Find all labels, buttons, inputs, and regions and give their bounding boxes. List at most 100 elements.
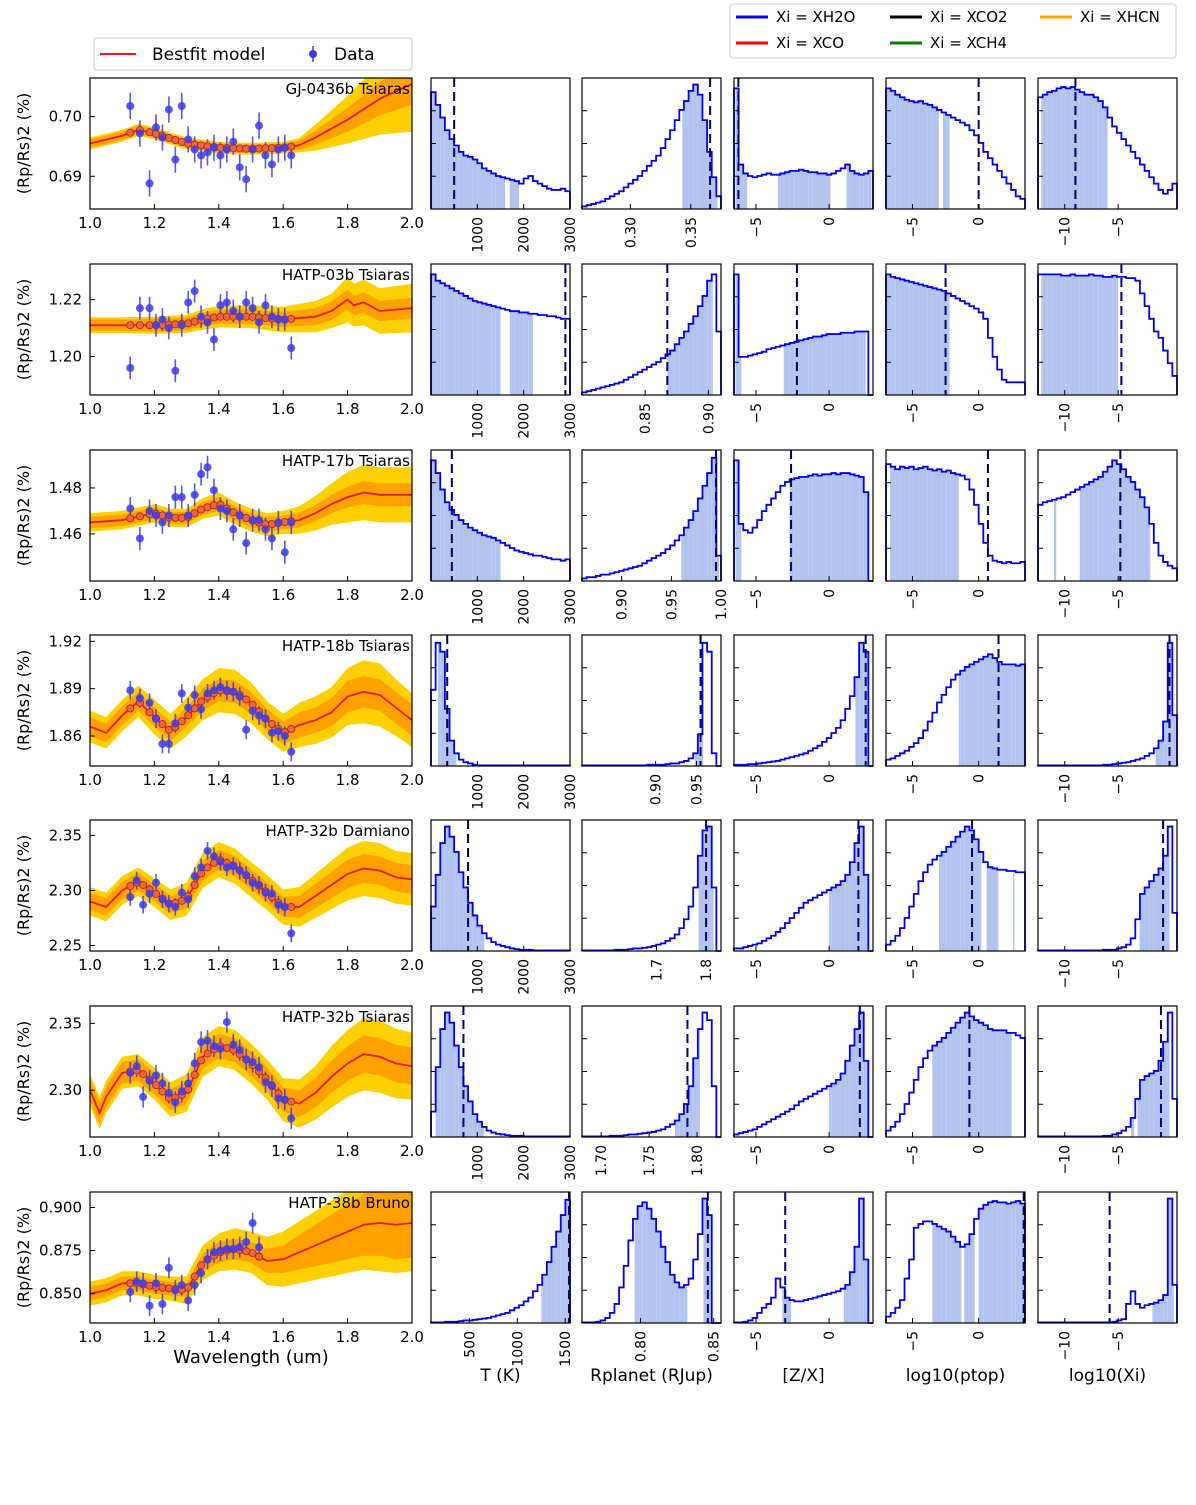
hpd-fill [1163,855,1168,951]
hpd-fill [735,88,739,209]
binned-model-point [190,317,199,326]
posterior-histogram [885,1011,1026,1137]
posterior-x-tick-label: −5 [905,1331,921,1352]
hpd-fill [486,536,492,581]
hpd-fill [997,1030,1002,1137]
x-tick-label: 1.0 [78,956,102,974]
hpd-fill [683,1103,689,1137]
hpd-fill [674,344,680,395]
hpd-fill [854,173,860,209]
hpd-fill [481,303,487,395]
y-tick-label: 0.875 [39,1242,82,1260]
hpd-fill [449,139,455,209]
posterior-frame [581,1005,722,1138]
posterior-histogram [733,825,873,952]
hpd-fill [1102,276,1108,395]
hpd-fill [794,170,799,209]
hpd-fill [784,172,790,209]
data-point [248,1219,257,1228]
hpd-fill [679,1114,684,1137]
posterior-x-tick-label: −5 [1111,403,1127,424]
data-point [222,1244,231,1253]
hpd-fill [1107,466,1113,581]
binned-model-point [126,321,135,330]
data-point [184,135,193,144]
x-axis-label: Wavelength (um) [173,1347,329,1368]
hpd-fill [1135,489,1140,581]
y-tick-label: 1.48 [49,479,82,497]
posterior-x-tick-label: −10 [1058,1145,1074,1175]
hpd-fill [863,173,869,209]
legend-top: Xi = XH2O Xi = XCO2 Xi = XHCN Xi = XCO Xi = … [729,3,1177,59]
binned-model-point [209,313,218,322]
hpd-fill [642,1202,647,1323]
hpd-fill [514,181,520,209]
hpd-fill [794,478,799,581]
x-tick-label: 1.4 [207,1142,231,1160]
hpd-fill [946,1032,951,1137]
data-point [274,518,283,527]
x-tick-label: 2.0 [400,771,424,789]
data-point [229,306,238,315]
hpd-fill [1070,274,1076,395]
hpd-fill [468,902,473,951]
posterior-histogram [1037,86,1178,209]
data-point [216,1246,225,1255]
data-point [164,511,173,520]
posterior-x-tick-label: 0 [972,217,988,226]
x-tick-label: 1.4 [207,400,231,418]
hpd-fill [938,855,942,951]
hpd-fill [463,155,469,209]
binned-model-point [287,142,296,151]
hpd-fill [454,753,457,766]
hpd-fill [711,887,714,951]
posterior-x-tick-label: 1000 [470,589,486,625]
hpd-fill [936,1226,942,1323]
hpd-fill [693,84,698,209]
binned-model-point [197,1056,206,1065]
data-point [132,1277,141,1286]
x-tick-label: 2.0 [400,1142,424,1160]
data-point [235,312,244,321]
hpd-fill [1001,664,1007,766]
data-point [190,872,199,881]
row-3: HATP-18b Tsiaras 1.86 1.89 1.92 1.0 1.2 1.4 1.6… [14,632,1178,810]
hpd-fill [1144,1076,1150,1137]
hpd-fill [697,498,703,581]
data-point [164,1263,173,1272]
posterior-x-tick-label: −5 [1111,1331,1127,1352]
hpd-fill [803,476,809,581]
hpd-fill [458,1067,464,1137]
posterior-x-tick-label: 1000 [470,403,486,439]
hpd-fill [472,530,478,581]
posterior-4: −10 −5 [1037,1005,1178,1175]
data-point [255,711,264,720]
x-tick-label: 1.2 [142,771,166,789]
hpd-fill [437,642,441,766]
hpd-fill [1153,1302,1159,1323]
hpd-fill [637,1206,643,1323]
hpd-fill [468,527,473,581]
data-point [152,123,161,132]
x-tick-label: 2.0 [400,1328,424,1346]
posterior-4: −10 −5 [1037,449,1178,619]
data-point [248,1058,257,1067]
data-point [152,1279,161,1288]
hpd-fill [859,642,864,766]
hpd-fill [1126,476,1131,581]
hpd-fill [846,164,850,209]
hpd-fill [978,1208,984,1323]
hpd-fill [936,469,942,581]
x-tick-label: 2.0 [400,586,424,604]
data-point [164,105,173,114]
x-tick-label: 2.0 [400,400,424,418]
hpd-fill [1167,1012,1170,1137]
hpd-fill [798,169,804,209]
posterior-x-tick-label: −5 [1111,959,1127,980]
data-point [171,366,180,375]
binned-model-point [139,1070,148,1079]
hpd-fill [817,336,823,395]
hpd-fill [1006,1203,1012,1323]
hpd-fill [481,168,487,209]
x-tick-label: 1.8 [336,586,360,604]
